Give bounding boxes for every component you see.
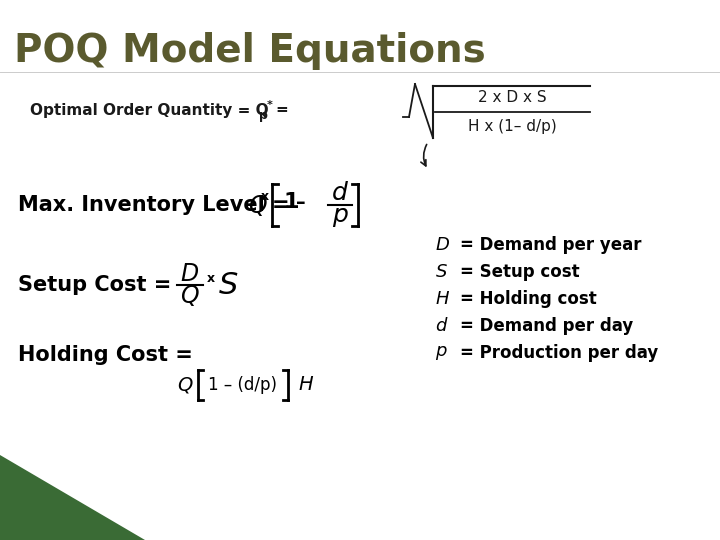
Text: =: = [275, 103, 288, 118]
Text: –: – [296, 192, 305, 212]
Text: p: p [259, 109, 268, 122]
Text: H x (1– d/p): H x (1– d/p) [468, 118, 557, 133]
Polygon shape [0, 455, 145, 540]
Text: Holding Cost =: Holding Cost = [18, 345, 200, 365]
Text: x: x [261, 191, 269, 204]
Text: = Production per day: = Production per day [460, 344, 658, 362]
Text: = Demand per day: = Demand per day [460, 317, 634, 335]
Text: $\mathbf{\mathit{Q}}$: $\mathbf{\mathit{Q}}$ [248, 192, 268, 218]
Text: $\mathbf{\mathit{S}}$: $\mathbf{\mathit{S}}$ [435, 263, 448, 281]
Text: $\mathbf{\mathit{H}}$: $\mathbf{\mathit{H}}$ [298, 375, 314, 395]
Text: 1 – (d/p): 1 – (d/p) [208, 376, 277, 394]
Text: $\mathbf{\mathit{Q}}$: $\mathbf{\mathit{Q}}$ [176, 375, 193, 395]
Text: 2 x D x S: 2 x D x S [478, 91, 546, 105]
Text: Optimal Order Quantity = Q: Optimal Order Quantity = Q [30, 103, 269, 118]
Text: x: x [207, 272, 215, 285]
Text: $\mathbf{\mathit{H}}$: $\mathbf{\mathit{H}}$ [435, 290, 450, 308]
Text: $\mathbf{\mathit{S}}$: $\mathbf{\mathit{S}}$ [218, 271, 238, 300]
Text: $\mathbf{\mathit{p}}$: $\mathbf{\mathit{p}}$ [332, 205, 348, 229]
Text: POQ Model Equations: POQ Model Equations [14, 32, 486, 70]
Text: *: * [267, 100, 273, 110]
Text: 1: 1 [283, 192, 299, 212]
Text: Max. Inventory Level =: Max. Inventory Level = [18, 195, 297, 215]
Text: $\mathbf{\mathit{D}}$: $\mathbf{\mathit{D}}$ [181, 262, 199, 286]
Text: = Demand per year: = Demand per year [460, 236, 642, 254]
Text: = Setup cost: = Setup cost [460, 263, 580, 281]
Text: $\mathbf{\mathit{d}}$: $\mathbf{\mathit{d}}$ [331, 181, 349, 205]
Text: $\mathbf{\mathit{Q}}$: $\mathbf{\mathit{Q}}$ [180, 284, 200, 308]
Text: $\mathbf{\mathit{D}}$: $\mathbf{\mathit{D}}$ [435, 236, 450, 254]
Text: $\mathbf{\mathit{p}}$: $\mathbf{\mathit{p}}$ [435, 344, 448, 362]
Text: $\mathbf{\mathit{d}}$: $\mathbf{\mathit{d}}$ [435, 317, 449, 335]
Text: = Holding cost: = Holding cost [460, 290, 597, 308]
Text: Setup Cost =: Setup Cost = [18, 275, 179, 295]
